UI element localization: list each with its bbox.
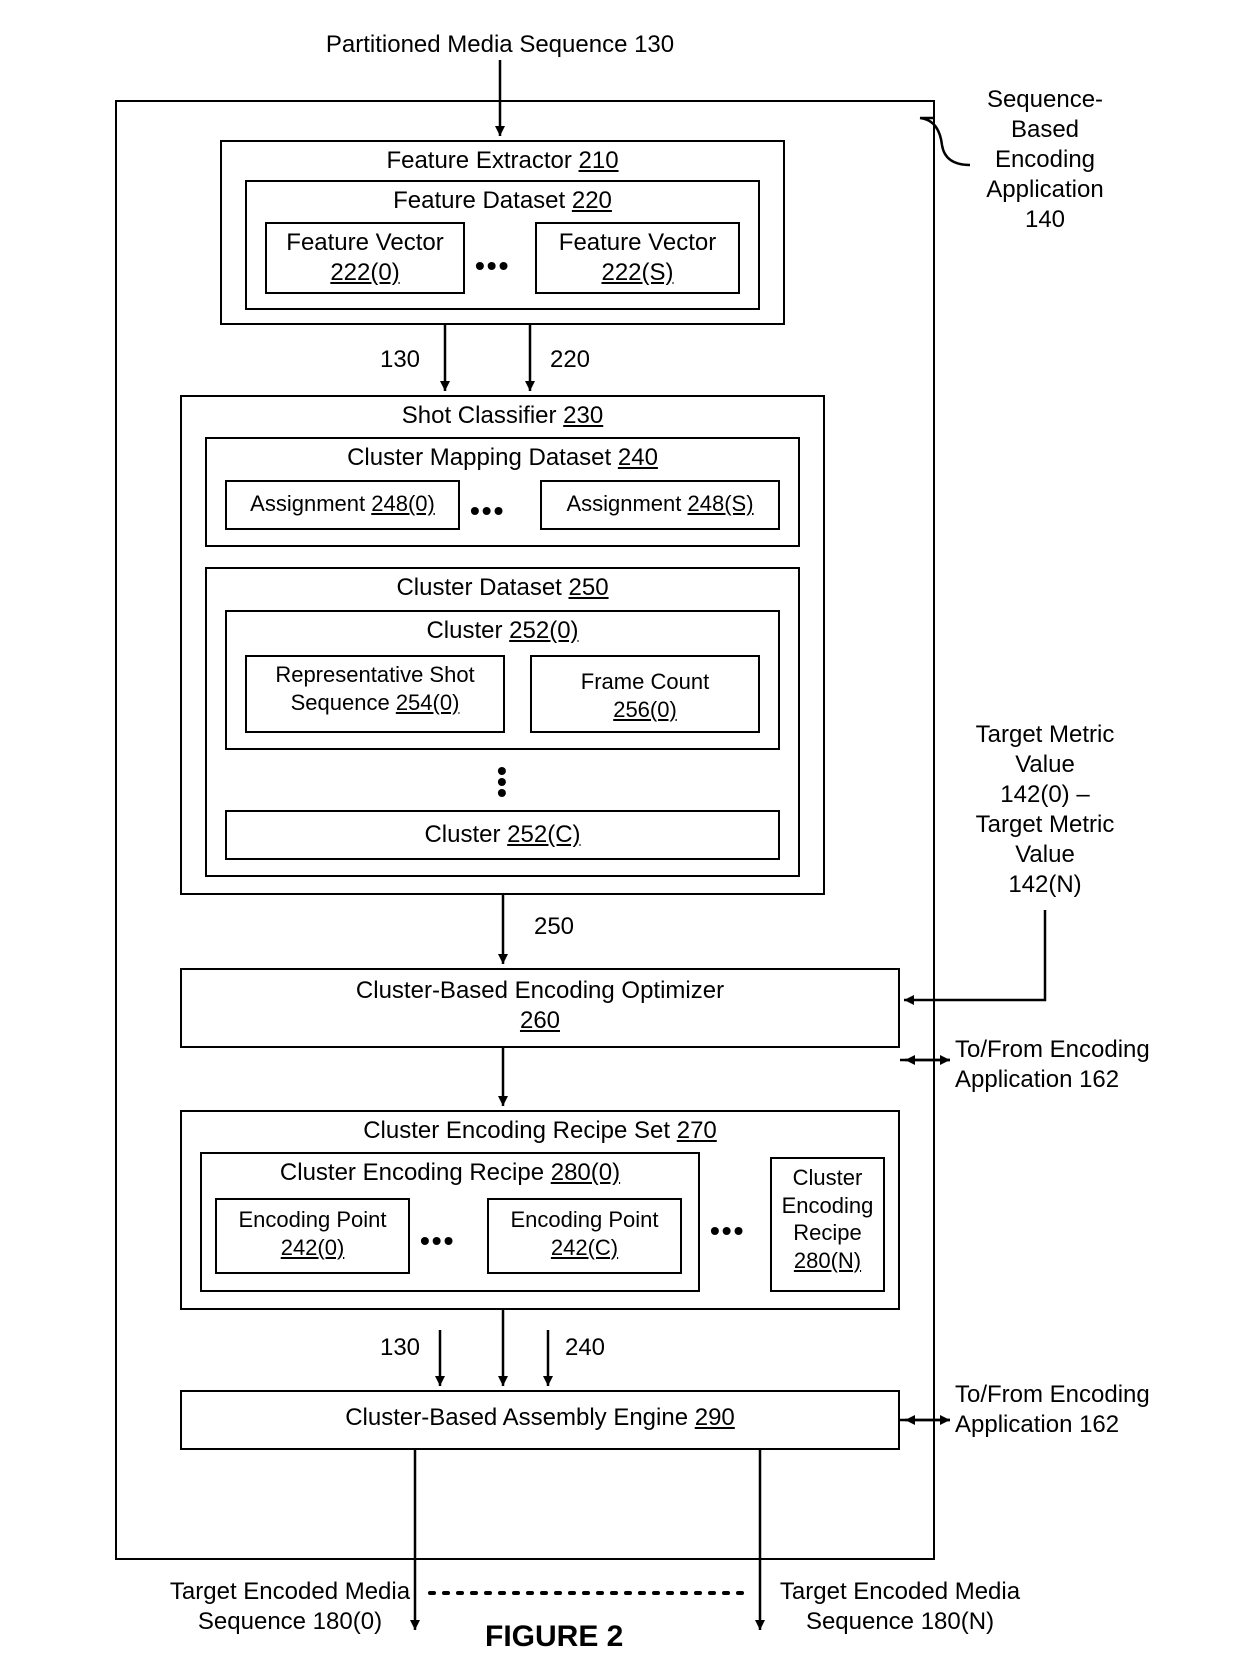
repshot-label: Representative ShotSequence 254(0) (245, 661, 505, 716)
outer-label: Sequence- Based Encoding Application 140 (960, 85, 1130, 235)
ep-c-label: Encoding Point242(C) (487, 1206, 682, 1261)
out-0-label: Target Encoded MediaSequence 180(0) (150, 1577, 430, 1637)
fv-ellipsis: ••• (475, 250, 510, 282)
recipe-0-title: Cluster Encoding Recipe 280(0) (200, 1158, 700, 1188)
assignment-s-label: Assignment 248(S) (540, 490, 780, 518)
feature-vector-s-label: Feature Vector222(S) (535, 228, 740, 288)
arrow2-130-label: 130 (370, 1333, 430, 1363)
feature-vector-0-label: Feature Vector222(0) (265, 228, 465, 288)
arrow-130-label: 130 (370, 345, 430, 375)
ep-ellipsis: ••• (420, 1225, 455, 1257)
assembly-title: Cluster-Based Assembly Engine 290 (180, 1403, 900, 1433)
arrow-250-label: 250 (524, 912, 584, 942)
framecount-label: Frame Count256(0) (530, 668, 760, 723)
top-title: Partitioned Media Sequence 130 (260, 30, 740, 60)
feature-extractor-title: Feature Extractor 210 (220, 146, 785, 176)
cluster-dataset-title: Cluster Dataset 250 (205, 573, 800, 603)
cluster-vellipsis: ••• (497, 765, 507, 799)
out-n-label: Target Encoded MediaSequence 180(N) (760, 1577, 1040, 1637)
recipe-ellipsis: ••• (710, 1215, 745, 1247)
cluster-0-title: Cluster 252(0) (225, 616, 780, 646)
arrow-220-label: 220 (540, 345, 600, 375)
target-metric-label: Target Metric Value 142(0) – Target Metr… (955, 720, 1135, 900)
cbo-title: Cluster-Based Encoding Optimizer260 (180, 976, 900, 1036)
figure-title: FIGURE 2 (485, 1620, 623, 1654)
recipe-n-label: ClusterEncodingRecipe280(N) (770, 1164, 885, 1274)
recipe-set-title: Cluster Encoding Recipe Set 270 (180, 1116, 900, 1146)
tofrom-1-label: To/From EncodingApplication 162 (955, 1035, 1185, 1095)
shot-classifier-title: Shot Classifier 230 (180, 401, 825, 431)
assignment-0-label: Assignment 248(0) (225, 490, 460, 518)
arrow2-240-label: 240 (555, 1333, 615, 1363)
cluster-c-title: Cluster 252(C) (225, 820, 780, 850)
tofrom-2-label: To/From EncodingApplication 162 (955, 1380, 1185, 1440)
feature-dataset-title: Feature Dataset 220 (245, 186, 760, 216)
assign-ellipsis: ••• (470, 495, 505, 527)
cluster-mapping-title: Cluster Mapping Dataset 240 (205, 443, 800, 473)
ep-0-label: Encoding Point242(0) (215, 1206, 410, 1261)
